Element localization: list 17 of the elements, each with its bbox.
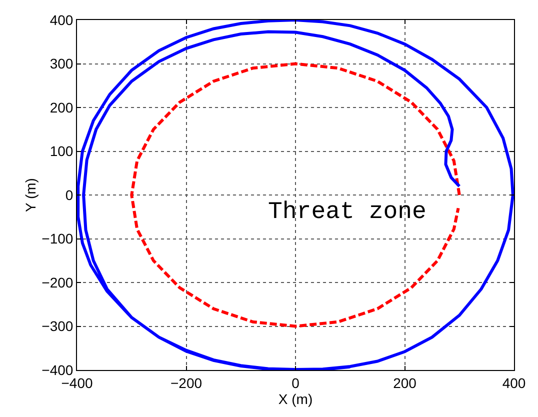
y-tick-label: −200 <box>42 274 74 290</box>
y-tick-label: 100 <box>50 143 74 160</box>
annotation: Threat zone <box>268 199 426 226</box>
y-axis-title: Y (m) <box>22 178 38 212</box>
y-tick-label: 400 <box>50 12 74 28</box>
x-tick-label: −200 <box>170 374 202 391</box>
y-tick-label: −100 <box>42 230 74 247</box>
y-tick-label: −300 <box>42 318 74 334</box>
x-tick-label: 400 <box>502 374 526 391</box>
y-tick-label: 300 <box>50 56 74 72</box>
y-tick-label: 200 <box>50 99 74 116</box>
x-axis-title: X (m) <box>278 390 313 407</box>
x-tick-label: 200 <box>393 374 417 391</box>
line-series <box>130 62 461 328</box>
y-tick-label: 0 <box>65 186 74 203</box>
x-tick-label: 0 <box>292 374 300 391</box>
line-series <box>77 20 514 370</box>
